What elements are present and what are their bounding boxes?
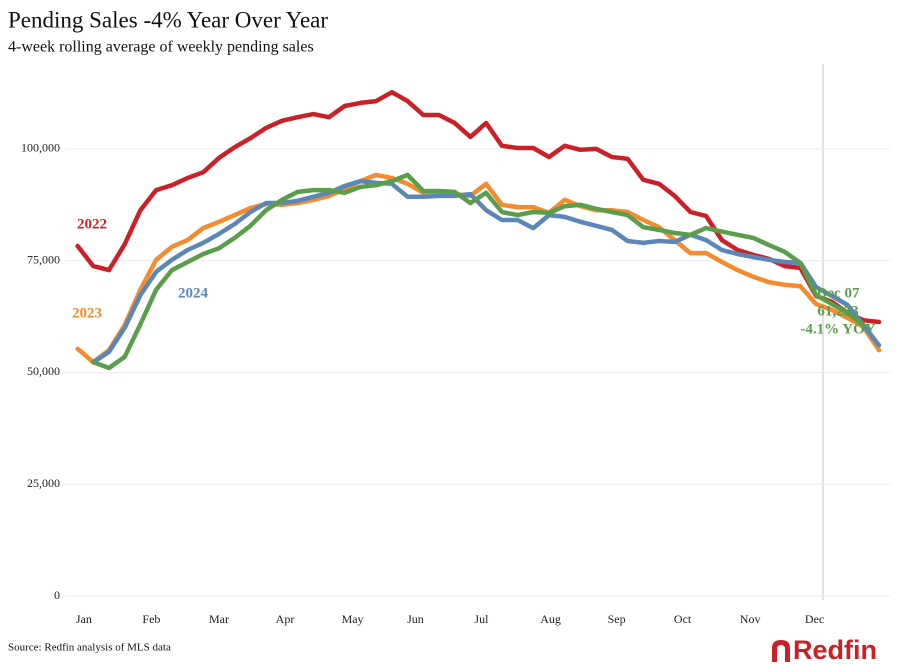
y-tick-label: 50,000	[27, 364, 60, 378]
x-tick-label: Mar	[209, 612, 229, 626]
x-tick-label: Jul	[474, 612, 489, 626]
series-label: 2023	[72, 305, 102, 321]
logo-icon	[772, 640, 790, 662]
series-line	[75, 172, 882, 365]
y-tick-label: 25,000	[27, 476, 60, 490]
series-line	[91, 178, 882, 365]
grid	[65, 148, 890, 597]
logo-text: Redfin	[793, 635, 877, 665]
source-note: Source: Redfin analysis of MLS data	[8, 642, 171, 654]
series-label: 2022	[77, 216, 107, 232]
x-tick-label: Sep	[608, 612, 626, 626]
x-tick-label: Jun	[407, 612, 424, 626]
annotation: Dec 07	[817, 285, 860, 301]
x-tick-label: Apr	[276, 612, 295, 626]
series-label: 2024	[178, 285, 209, 301]
brand-logo: Redfin	[772, 635, 877, 665]
x-tick-label: Feb	[142, 612, 160, 626]
chart-subtitle: 4-week rolling average of weekly pending…	[8, 39, 314, 56]
x-tick-label: Oct	[674, 612, 692, 626]
chart-title: Pending Sales -4% Year Over Year	[8, 7, 328, 32]
series-line	[75, 89, 882, 325]
y-tick-label: 100,000	[21, 141, 60, 155]
annotation: -4.1% YOY	[800, 321, 875, 337]
y-tick-label: 75,000	[27, 252, 60, 266]
series-line	[91, 172, 866, 371]
x-tick-label: Aug	[540, 612, 561, 626]
annotation: 61,253	[817, 303, 858, 319]
x-tick-label: Nov	[740, 612, 761, 626]
x-tick-label: May	[342, 612, 364, 626]
x-tick-label: Jan	[76, 612, 92, 626]
y-tick-label: 0	[54, 588, 60, 602]
x-tick-label: Dec	[805, 612, 824, 626]
